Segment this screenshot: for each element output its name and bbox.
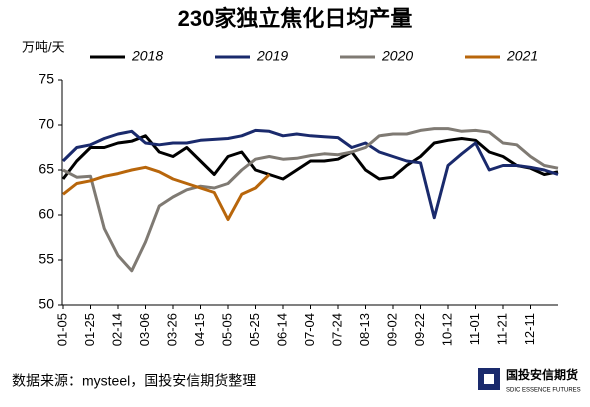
y-tick-label: 75 <box>38 71 54 87</box>
chart-title: 230家独立焦化日均产量 <box>178 6 413 31</box>
x-tick-label: 01-05 <box>54 313 69 346</box>
legend-label: 2020 <box>381 48 413 64</box>
source: 数据来源：mysteel，国投安信期货整理 <box>12 373 256 389</box>
x-tick-label: 09-02 <box>384 313 399 346</box>
x-tick-label: 10-12 <box>439 313 454 346</box>
y-axis-label: 万吨/天 <box>22 39 65 54</box>
x-tick-label: 08-13 <box>357 313 372 346</box>
series-line <box>61 134 559 181</box>
y-tick-label: 65 <box>38 161 54 177</box>
logo-sub: SDIC ESSENCE FUTURES <box>506 388 581 394</box>
x-tick-label: 02-14 <box>109 313 124 346</box>
x-tick-label: 03-26 <box>164 313 179 346</box>
y-tick-label: 60 <box>38 206 54 222</box>
x-tick-label: 07-04 <box>302 313 317 346</box>
x-tick-label: 09-22 <box>412 313 427 346</box>
x-tick-label: 11-01 <box>467 313 482 345</box>
y-tick-label: 70 <box>38 116 54 132</box>
series-line <box>61 128 559 220</box>
x-tick-label: 01-25 <box>82 313 97 346</box>
x-tick-label: 03-06 <box>137 313 152 346</box>
x-tick-label: 05-05 <box>219 313 234 346</box>
series-line <box>62 127 559 273</box>
logo-icon-inner <box>484 374 494 384</box>
y-tick-label: 50 <box>38 296 54 312</box>
y-tick-label: 55 <box>38 251 54 267</box>
legend-label: 2021 <box>506 48 538 64</box>
x-tick-label: 05-25 <box>247 313 262 346</box>
legend-label: 2018 <box>131 48 163 64</box>
logo-name: 国投安信期货 <box>506 367 578 382</box>
x-tick-label: 12-11 <box>522 313 537 345</box>
x-tick-label: 06-14 <box>274 313 289 346</box>
x-tick-label: 04-15 <box>192 313 207 346</box>
series-line <box>62 165 271 221</box>
x-tick-label: 11-21 <box>494 313 509 345</box>
x-tick-label: 07-24 <box>329 313 344 346</box>
legend-label: 2019 <box>256 48 288 64</box>
